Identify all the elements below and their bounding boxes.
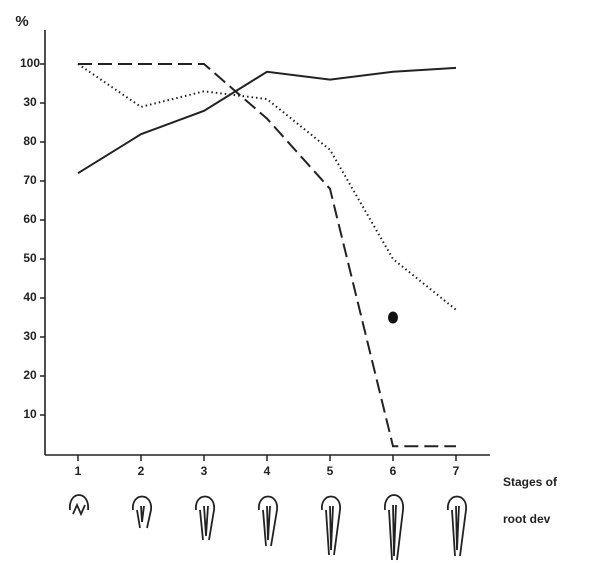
root-icon (195, 495, 215, 541)
y-tick-label: 100 (20, 56, 40, 70)
series-line (78, 63, 456, 448)
x-tick-label: 4 (264, 464, 271, 478)
x-tick-label: 7 (453, 464, 460, 478)
root-icon (447, 495, 467, 557)
y-tick-label: 50 (23, 251, 37, 265)
x-tick-label: 5 (327, 464, 334, 478)
x-axis-label: Stages of (503, 475, 558, 489)
y-tick-label: 70 (23, 173, 37, 187)
root-icon (258, 495, 278, 547)
x-tick-label: 6 (390, 464, 397, 478)
x-tick-label: 3 (201, 464, 208, 478)
x-axis-label: root dev (503, 512, 551, 526)
y-tick-label: 40 (23, 290, 37, 304)
root-icons (69, 494, 467, 561)
root-icon (132, 495, 152, 529)
point (388, 311, 398, 324)
y-tick-label: 30 (23, 95, 37, 109)
x-tick-label: 1 (75, 464, 82, 478)
y-tick-label: 60 (23, 212, 37, 226)
series-line (77, 66, 457, 175)
root-icon (321, 495, 341, 556)
y-tick-label: 10 (23, 407, 37, 421)
series-line (77, 63, 457, 311)
root-icon (384, 494, 404, 561)
root-icon (69, 494, 89, 517)
y-tick-label: 30 (23, 329, 37, 343)
y-tick-label: 20 (23, 368, 37, 382)
y-axis-label: % (15, 13, 28, 30)
y-tick-label: 80 (23, 134, 37, 148)
x-tick-label: 2 (138, 464, 145, 478)
